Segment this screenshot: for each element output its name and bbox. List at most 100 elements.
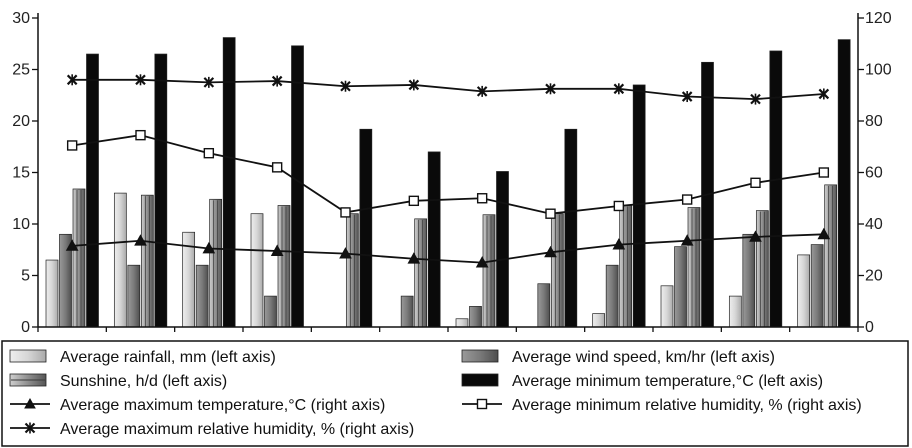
point-star-2 (135, 74, 146, 86)
bar-striped-9 (619, 205, 633, 328)
legend-label-2: Average wind speed, km/hr (left axis) (512, 349, 775, 366)
point-star-8 (545, 83, 556, 95)
point-square-6 (408, 195, 420, 207)
line-square (72, 134, 824, 215)
point-triangle-3 (202, 241, 216, 254)
point-star-6 (408, 79, 420, 91)
point-triangle-9 (612, 238, 626, 250)
bar-black-2 (154, 53, 168, 328)
legend-label-1: Average rainfall, mm (left axis) (60, 349, 276, 366)
bar-striped-7 (482, 214, 496, 328)
bar-mid-3 (195, 264, 209, 328)
right-tick-label-0: 0 (865, 319, 874, 336)
bar-mid-4 (264, 295, 277, 328)
bar-light-12 (797, 254, 811, 328)
bar-striped-6 (414, 218, 428, 328)
bar-light-9 (592, 313, 606, 328)
left-tick-label-5: 5 (21, 268, 30, 285)
point-square-1 (66, 140, 78, 151)
legend-label-5: Average maximum temperature,°C (right ax… (60, 397, 385, 414)
legend-marker-star (24, 422, 36, 434)
bar-black-9 (632, 84, 646, 328)
bar-striped-10 (687, 207, 701, 328)
point-square-10 (681, 194, 693, 205)
legend: Average rainfall, mm (left axis) Average … (1, 340, 909, 447)
point-triangle-11 (749, 230, 762, 242)
bar-striped-12 (824, 184, 838, 328)
right-tick-label-20: 20 (865, 268, 883, 285)
bar-black-6 (427, 151, 441, 328)
right-tick-label-80: 80 (865, 113, 883, 130)
bar-striped-4 (277, 205, 291, 328)
legend-swatch-light (9, 349, 47, 363)
bar-light-10 (660, 285, 674, 328)
point-star-11 (750, 93, 761, 105)
bar-striped-8 (550, 213, 564, 328)
bar-black-8 (564, 128, 578, 328)
point-square-3 (203, 147, 215, 159)
left-tick-label-20: 20 (12, 113, 30, 130)
legend-label-6: Average minimum relative humidity, % (ri… (512, 397, 862, 414)
legend-marker-square (476, 398, 488, 410)
point-triangle-5 (339, 247, 352, 259)
bar-mid-6 (400, 295, 414, 328)
legend-label-3: Sunshine, h/d (left axis) (60, 373, 227, 390)
left-tick-label-0: 0 (21, 319, 30, 336)
point-square-2 (135, 129, 146, 141)
point-triangle-8 (544, 245, 557, 258)
bar-striped-11 (755, 210, 769, 328)
plot-area (45, 37, 851, 328)
legend-swatch-mid (461, 349, 499, 363)
bar-light-11 (728, 295, 742, 328)
right-tick-label-40: 40 (865, 216, 883, 233)
point-star-9 (613, 83, 625, 95)
bar-mid-12 (810, 244, 824, 328)
point-triangle-4 (270, 244, 284, 256)
point-star-12 (818, 88, 830, 100)
bar-black-11 (769, 50, 783, 328)
point-triangle-6 (407, 252, 421, 264)
bar-light-1 (45, 259, 59, 328)
point-star-10 (681, 91, 693, 103)
legend-box (1, 340, 909, 447)
point-star-4 (271, 75, 283, 87)
point-star-7 (476, 85, 488, 97)
point-triangle-1 (65, 239, 79, 251)
bar-mid-7 (469, 306, 482, 328)
bar-light-4 (250, 213, 264, 328)
left-tick-label-10: 10 (12, 216, 30, 233)
point-triangle-7 (475, 256, 489, 268)
point-star-5 (340, 80, 351, 92)
line-triangle (72, 233, 824, 264)
point-square-8 (545, 208, 556, 219)
point-star-1 (66, 74, 78, 86)
right-tick-label-60: 60 (865, 165, 883, 182)
bar-light-2 (113, 192, 127, 328)
point-square-7 (476, 193, 488, 204)
bar-mid-9 (605, 264, 619, 328)
left-tick-label-25: 25 (12, 62, 30, 79)
bar-mid-10 (674, 246, 687, 328)
bar-striped-2 (140, 194, 154, 328)
point-triangle-12 (817, 227, 831, 240)
bar-striped-1 (72, 188, 86, 328)
bar-mid-2 (127, 264, 141, 328)
point-star-3 (203, 76, 215, 88)
bar-black-3 (222, 37, 236, 328)
bar-black-1 (86, 53, 99, 328)
point-square-4 (271, 162, 283, 173)
bar-black-12 (837, 39, 851, 328)
axes: 0 5 10 15 20 25 30 0 20 40 60 80 100 120 (12, 10, 892, 336)
bar-striped-5 (345, 213, 359, 328)
bar-black-4 (291, 45, 304, 328)
bar-mid-8 (537, 283, 551, 328)
left-tick-label-15: 15 (12, 165, 30, 182)
point-square-12 (818, 167, 830, 178)
bar-light-7 (455, 318, 469, 328)
bar-black-5 (359, 128, 373, 328)
legend-label-7: Average maximum relative humidity, % (ri… (60, 421, 414, 438)
point-triangle-2 (134, 234, 147, 246)
point-square-5 (340, 207, 351, 218)
legend-label-4: Average minimum temperature,°C (left axi… (512, 373, 823, 390)
